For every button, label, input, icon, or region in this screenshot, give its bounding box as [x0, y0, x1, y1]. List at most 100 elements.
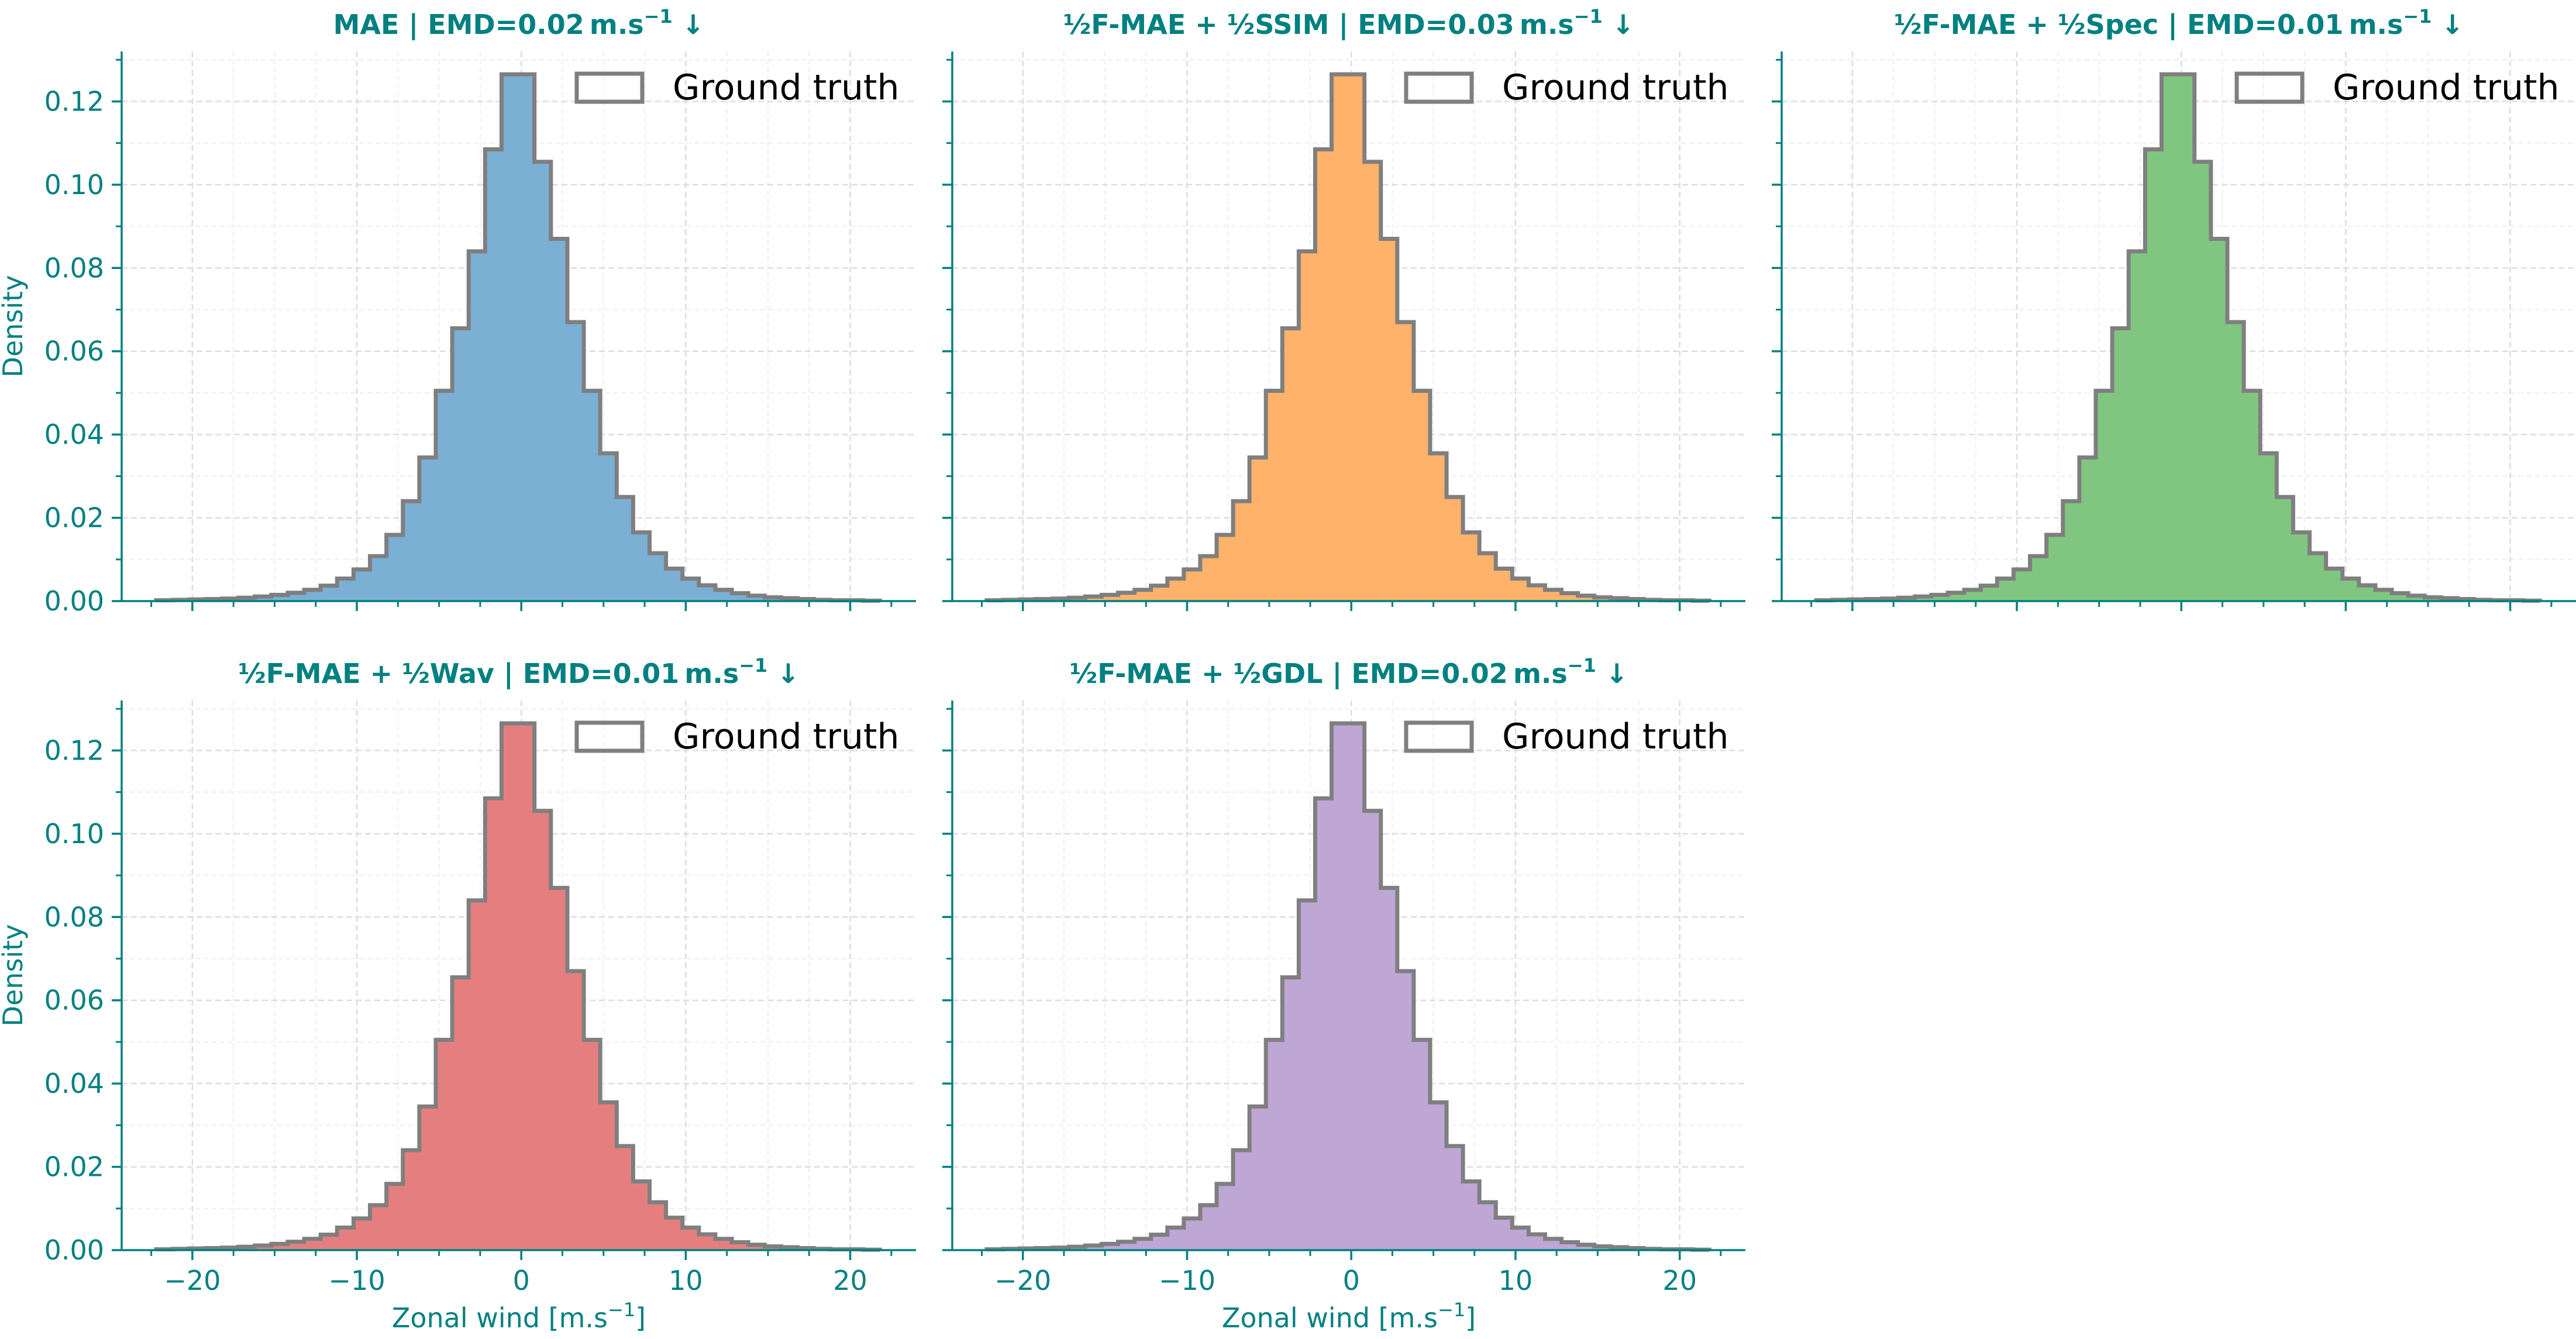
- y-tick-label: 0.10: [44, 169, 104, 201]
- ground-truth-outline: [984, 721, 1711, 1252]
- histogram-bar: [353, 569, 371, 601]
- histogram-bar: [436, 1040, 453, 1250]
- histogram-bar: [567, 971, 584, 1250]
- histogram-bar: [419, 1106, 436, 1250]
- histogram-bar: [1348, 74, 1365, 601]
- histogram-bar: [1914, 596, 1932, 601]
- histogram-bar: [2046, 534, 2064, 601]
- histogram-bar: [2210, 239, 2228, 601]
- histogram-bar: [748, 595, 765, 601]
- legend-swatch: [1404, 720, 1474, 753]
- ground-truth-outline: [154, 721, 882, 1252]
- histogram-bar: [1233, 1150, 1250, 1250]
- y-tick-label: 0.04: [44, 1068, 104, 1099]
- histogram-bar: [1364, 161, 1382, 601]
- histogram-bar: [2244, 391, 2261, 601]
- panel-title: ½F-MAE + ½Wav | EMD=0.01 m.s−1 ↓: [238, 654, 800, 690]
- histogram-bar: [682, 1227, 700, 1250]
- x-tick-label: 10: [669, 1265, 703, 1296]
- histogram-bar: [1479, 553, 1496, 601]
- histogram-bar: [1167, 1227, 1184, 1250]
- histogram-bar: [2096, 391, 2113, 601]
- histogram-bar: [254, 1245, 272, 1250]
- x-tick-label: −10: [1159, 1265, 1215, 1296]
- histogram-bar: [1315, 149, 1332, 601]
- histogram-bar: [1397, 322, 1414, 601]
- x-tick-label: −20: [994, 1265, 1051, 1296]
- histogram-bar: [1331, 723, 1349, 1250]
- histogram-bar: [617, 1145, 634, 1250]
- ground-truth-outline: [984, 72, 1711, 603]
- histogram-bar: [402, 501, 420, 601]
- histogram-bar: [271, 1244, 288, 1250]
- histogram-bar: [1348, 723, 1365, 1250]
- histogram-bar: [386, 1183, 404, 1250]
- histogram-bar: [666, 1217, 683, 1250]
- histogram-bar: [271, 595, 288, 601]
- histogram-bar: [666, 568, 683, 601]
- histogram-bar: [1134, 589, 1152, 601]
- histogram-bar: [1331, 74, 1349, 601]
- histogram-bar: [1299, 251, 1316, 601]
- ground-truth-outline: [154, 72, 882, 603]
- histogram-bar: [1085, 1245, 1103, 1250]
- histogram-bar: [2013, 569, 2031, 601]
- y-tick-label: 0.08: [44, 901, 104, 933]
- y-tick-label: 0.00: [44, 1234, 104, 1266]
- histogram-bar: [1931, 595, 1948, 601]
- histogram-bar: [518, 723, 535, 1250]
- histogram-bar: [2326, 568, 2343, 601]
- histogram-bar: [1397, 971, 1414, 1250]
- histogram-bar: [567, 322, 584, 601]
- histogram-bar: [2358, 585, 2376, 601]
- histogram-bar: [1447, 496, 1463, 601]
- y-tick-label: 0.04: [44, 419, 104, 450]
- histogram-bar: [1463, 532, 1480, 601]
- histogram-bar: [1447, 1145, 1463, 1250]
- histogram-bar: [1200, 556, 1217, 601]
- histogram-bar: [1183, 569, 1201, 601]
- histogram-bar: [1380, 888, 1398, 1250]
- histogram-bar: [1430, 1102, 1447, 1250]
- x-tick-label: 0: [513, 1265, 530, 1296]
- histogram-bar: [501, 723, 519, 1250]
- histogram-bar: [469, 251, 485, 601]
- x-axis-label: Zonal wind [m.s−1]: [392, 1299, 646, 1334]
- panel-title: MAE | EMD=0.02 m.s−1 ↓: [333, 5, 705, 41]
- x-tick-label: 0: [1343, 1265, 1360, 1296]
- histogram-bar: [584, 1040, 601, 1250]
- y-tick-label: 0.00: [44, 585, 104, 617]
- x-tick-label: −20: [164, 1265, 221, 1296]
- y-tick-label: 0.02: [44, 502, 104, 534]
- histogram-bar: [353, 1218, 371, 1250]
- histogram-bar: [1249, 1106, 1266, 1250]
- histogram-bar: [321, 585, 338, 601]
- panel-title: ½F-MAE + ½GDL | EMD=0.02 m.s−1 ↓: [1070, 654, 1628, 690]
- panel-3: ½F-MAE + ½Spec | EMD=0.01 m.s−1 ↓ Ground …: [1772, 5, 2576, 611]
- histogram-bar: [584, 391, 601, 601]
- histogram-bar: [600, 453, 617, 601]
- histogram-bar: [1413, 1040, 1431, 1250]
- histogram-bar: [469, 900, 485, 1250]
- y-tick-label: 0.06: [44, 336, 104, 367]
- histogram-bar: [1528, 585, 1546, 601]
- legend-swatch: [574, 720, 645, 753]
- histogram-bar: [1167, 578, 1184, 601]
- histogram-bar: [337, 578, 354, 601]
- histogram-bar: [1512, 1227, 1530, 1250]
- panel-1: 0.00 0.02 0.04 0.06 0.08 0.10 0.12 Density MAE |…: [0, 5, 916, 617]
- histogram-bar: [370, 1205, 387, 1250]
- histogram-bar: [2112, 328, 2129, 601]
- histogram-bar: [1364, 810, 1382, 1250]
- histogram-bar: [1183, 1218, 1201, 1250]
- histogram-bar: [1380, 239, 1398, 601]
- histogram-bar: [2129, 251, 2145, 601]
- histogram-bar: [1200, 1205, 1217, 1250]
- y-axis-label: Density: [0, 924, 29, 1027]
- histogram-bar: [1947, 592, 1965, 601]
- histogram-bar: [2408, 595, 2425, 601]
- histogram-bar: [633, 1181, 650, 1250]
- histogram-bar: [1545, 1238, 1562, 1250]
- histogram-bar: [1299, 900, 1316, 1250]
- histogram-bar: [501, 74, 519, 601]
